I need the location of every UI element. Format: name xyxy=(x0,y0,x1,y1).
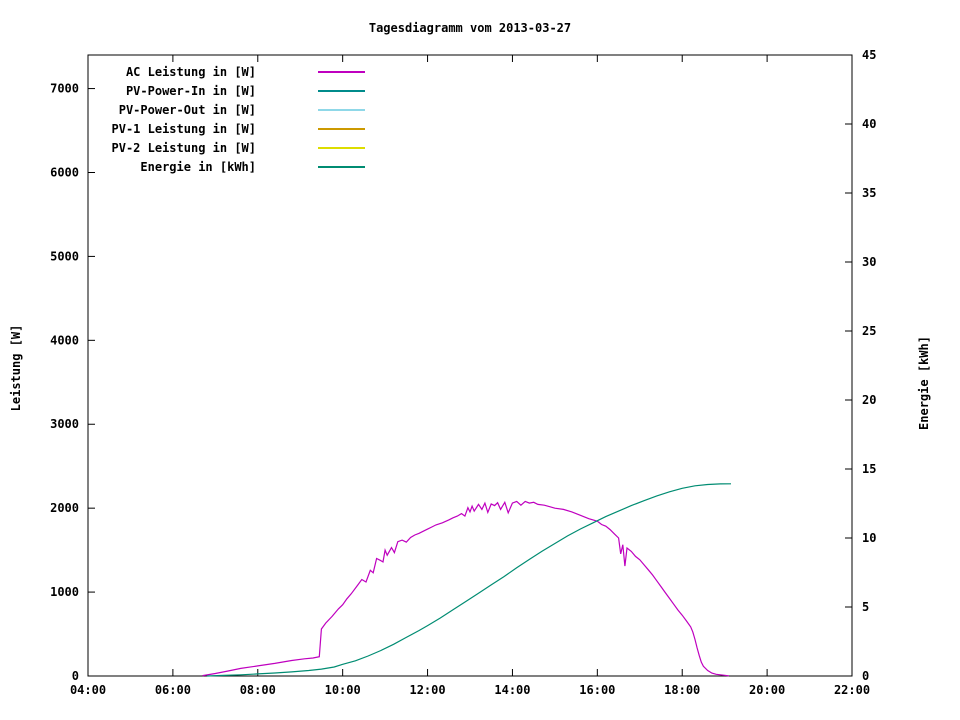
y2-tick-label: 40 xyxy=(862,117,876,131)
x-tick-label: 08:00 xyxy=(240,683,276,697)
legend-line-sample xyxy=(318,165,365,168)
y2-tick-label: 30 xyxy=(862,255,876,269)
legend-label: Energie in [kWh] xyxy=(140,159,256,174)
legend-item: AC Leistung in [W] xyxy=(96,62,365,81)
x-tick-label: 18:00 xyxy=(664,683,700,697)
y2-tick-label: 45 xyxy=(862,48,876,62)
y2-tick-label: 10 xyxy=(862,531,876,545)
legend-label: PV-Power-In in [W] xyxy=(125,83,256,98)
y-tick-label: 6000 xyxy=(50,165,79,179)
y-tick-label: 5000 xyxy=(50,249,79,263)
legend-line-sample xyxy=(318,146,365,149)
y-tick-label: 3000 xyxy=(50,417,79,431)
y2-tick-label: 20 xyxy=(862,393,876,407)
y2-tick-label: 25 xyxy=(862,324,876,338)
y-tick-label: 0 xyxy=(72,669,79,683)
legend-item: PV-2 Leistung in [W] xyxy=(96,138,365,157)
y2-tick-label: 0 xyxy=(862,669,869,683)
legend-item: PV-Power-In in [W] xyxy=(96,81,365,100)
legend-item: PV-1 Leistung in [W] xyxy=(96,119,365,138)
x-tick-label: 10:00 xyxy=(325,683,361,697)
x-tick-label: 14:00 xyxy=(494,683,530,697)
legend-line-sample xyxy=(318,89,365,92)
legend-label: PV-2 Leistung in [W] xyxy=(111,140,257,155)
legend-line-sample xyxy=(318,108,365,111)
x-tick-label: 06:00 xyxy=(155,683,191,697)
y2-tick-label: 15 xyxy=(862,462,876,476)
x-tick-label: 04:00 xyxy=(70,683,106,697)
series-line xyxy=(206,483,732,677)
x-tick-label: 22:00 xyxy=(834,683,870,697)
y2-tick-label: 35 xyxy=(862,186,876,200)
legend-label: PV-Power-Out in [W] xyxy=(118,102,256,117)
legend-label: AC Leistung in [W] xyxy=(125,64,256,79)
x-tick-label: 20:00 xyxy=(749,683,785,697)
x-tick-label: 12:00 xyxy=(409,683,445,697)
y-tick-label: 1000 xyxy=(50,585,79,599)
chart-title: Tagesdiagramm vom 2013-03-27 xyxy=(368,21,572,35)
y-tick-label: 4000 xyxy=(50,333,79,347)
plot-border xyxy=(87,54,853,677)
legend: AC Leistung in [W] PV-Power-In in [W] PV-P… xyxy=(96,62,365,176)
y-tick-label: 7000 xyxy=(50,82,79,96)
series-line xyxy=(202,500,729,677)
y2-tick-label: 5 xyxy=(862,600,869,614)
legend-line-sample xyxy=(318,70,365,73)
legend-item: PV-Power-Out in [W] xyxy=(96,100,365,119)
legend-line-sample xyxy=(318,127,365,130)
legend-label: PV-1 Leistung in [W] xyxy=(111,121,257,136)
legend-item: Energie in [kWh] xyxy=(96,157,365,176)
x-tick-label: 16:00 xyxy=(579,683,615,697)
y-tick-label: 2000 xyxy=(50,501,79,515)
